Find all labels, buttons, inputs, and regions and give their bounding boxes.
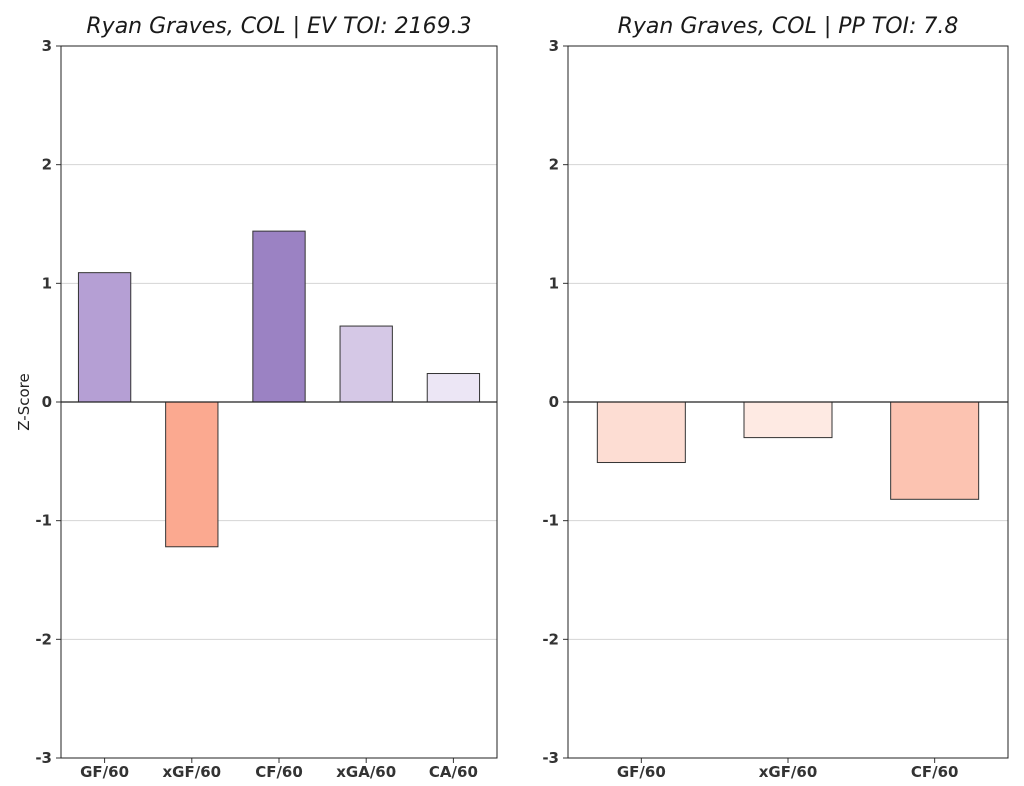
y-tick-label: 3 xyxy=(42,37,52,55)
x-tick-label: xGF/60 xyxy=(759,763,818,781)
x-tick-label: CF/60 xyxy=(911,763,959,781)
y-tick-label: 2 xyxy=(42,156,52,174)
y-tick-label: 1 xyxy=(42,274,52,292)
bar-xga-per-60 xyxy=(339,325,393,403)
y-tick-label: 2 xyxy=(549,156,559,174)
bar-gf-per-60 xyxy=(596,401,686,464)
x-tick-label: xGA/60 xyxy=(336,763,396,781)
chart-panel-1: -3 -2 -1 0 1 2 3 GF/60 xGF/60 CF/60 xGA/60 CA/60 Rya… xyxy=(15,14,498,781)
x-tick-label: CF/60 xyxy=(255,763,303,781)
bar-gf-per-60 xyxy=(77,272,132,403)
chart-panel-2: -3 -2 -1 0 1 2 3 GF/60 xGF/60 CF/60 Ryan Graves, C… xyxy=(542,14,1009,781)
x-tick-label: CA/60 xyxy=(429,763,478,781)
bar-cf-per-60 xyxy=(252,230,306,403)
y-tick-label: -3 xyxy=(35,749,52,767)
axes-frame xyxy=(60,45,498,759)
y-tick-label: 0 xyxy=(42,393,52,411)
y-tick-label: -3 xyxy=(542,749,559,767)
y-tick-label: -1 xyxy=(35,512,52,530)
axes-frame xyxy=(567,45,1009,759)
x-tick-label: GF/60 xyxy=(617,763,666,781)
y-axis-label: Z-Score xyxy=(15,373,33,430)
y-tick-label: 0 xyxy=(549,393,559,411)
chart-title: Ryan Graves, COL | EV TOI: 2169.3 xyxy=(86,14,471,39)
x-tick-label: GF/60 xyxy=(80,763,129,781)
bar-xgf-per-60 xyxy=(743,401,833,439)
y-tick-label: 1 xyxy=(549,274,559,292)
y-tick-label: 3 xyxy=(549,37,559,55)
bar-xgf-per-60 xyxy=(165,401,219,548)
y-tick-label: -2 xyxy=(35,630,52,648)
y-tick-label: -1 xyxy=(542,512,559,530)
bar-cf-per-60 xyxy=(890,401,980,500)
y-tick-label: -2 xyxy=(542,630,559,648)
bar-ca-per-60 xyxy=(426,373,481,403)
chart-title: Ryan Graves, COL | PP TOI: 7.8 xyxy=(618,14,959,39)
x-tick-label: xGF/60 xyxy=(163,763,222,781)
